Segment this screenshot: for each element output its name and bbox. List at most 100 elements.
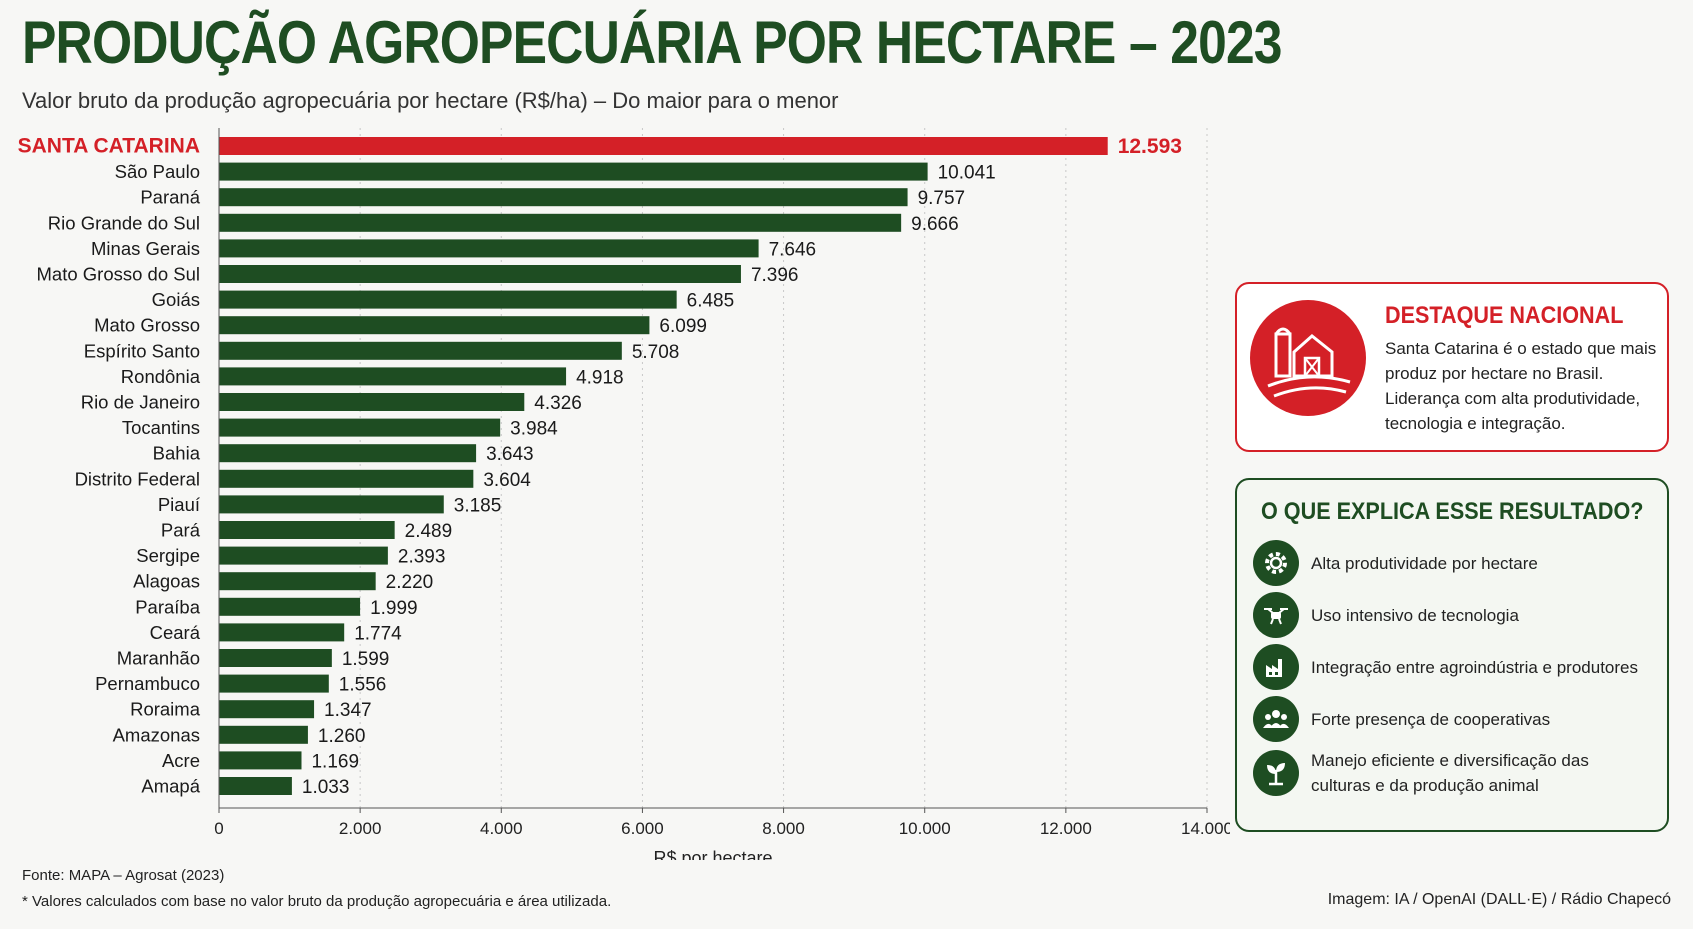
category-label: São Paulo	[115, 161, 200, 182]
bar-chart: SANTA CATARINA 12.593 São Paulo 10.041 Paran…	[18, 128, 1230, 860]
category-label: Acre	[162, 750, 200, 771]
x-tick-label: 4.000	[480, 819, 523, 838]
bar	[219, 367, 567, 386]
bar	[219, 649, 332, 667]
bar	[219, 213, 902, 232]
category-label: SANTA CATARINA	[18, 135, 200, 158]
plant-icon	[1253, 750, 1299, 796]
image-credit: Imagem: IA / OpenAI (DALL·E) / Rádio Cha…	[1327, 891, 1671, 908]
reason-text: Uso intensivo de tecnologia	[1311, 605, 1519, 625]
bar	[219, 725, 308, 744]
highlight-card: DESTAQUE NACIONAL Santa Catarina é o est…	[1235, 282, 1669, 452]
bar	[219, 316, 650, 335]
bar	[219, 751, 302, 770]
value-label: 1.347	[324, 700, 372, 721]
barn-icon	[1250, 300, 1366, 416]
drone-icon	[1253, 592, 1299, 638]
bar	[219, 469, 474, 488]
reason-item: Integração entre agroindústria e produto…	[1253, 644, 1651, 690]
x-axis-title: R$ por hectare	[653, 848, 772, 860]
x-axis: 0 2.000 4.000 6.000 8.000 10.000 12.000 14.000 R…	[214, 128, 1230, 860]
bar	[219, 290, 677, 309]
bar	[219, 572, 376, 591]
category-label: Pernambuco	[95, 673, 200, 694]
bar	[219, 188, 908, 207]
value-label: 4.918	[576, 367, 624, 388]
value-label: 1.260	[318, 726, 366, 747]
value-label: 2.489	[405, 521, 453, 542]
value-label: 6.485	[687, 291, 735, 312]
value-label: 7.646	[769, 239, 817, 260]
x-tick-label: 14.000	[1181, 819, 1230, 838]
value-label: 9.757	[918, 188, 966, 209]
chart-title: PRODUÇÃO AGROPECUÁRIA POR HECTARE – 2023	[22, 9, 1282, 76]
bar	[219, 521, 395, 539]
reasons-card: O QUE EXPLICA ESSE RESULTADO? Alta produ…	[1235, 478, 1669, 832]
reason-text: Alta produtividade por hectare	[1311, 553, 1538, 573]
value-label: 1.033	[302, 777, 350, 798]
x-tick-label: 0	[214, 819, 223, 838]
bar	[219, 393, 525, 411]
reason-item: Manejo eficiente e diversificação das cu…	[1253, 748, 1651, 798]
category-label: Minas Gerais	[91, 238, 200, 259]
value-label: 12.593	[1118, 135, 1182, 158]
reason-item: Uso intensivo de tecnologia	[1253, 592, 1651, 638]
gear-icon	[1253, 540, 1299, 586]
value-label: 3.604	[483, 470, 531, 491]
bar	[219, 162, 928, 181]
highlight-title: DESTAQUE NACIONAL	[1385, 302, 1624, 329]
x-tick-label: 12.000	[1040, 819, 1092, 838]
value-label: 2.393	[398, 547, 446, 568]
value-label: 6.099	[659, 316, 707, 337]
category-label: Tocantins	[122, 417, 200, 438]
category-label: Mato Grosso	[94, 315, 200, 336]
value-label: 1.774	[354, 623, 402, 644]
reason-text: Forte presença de cooperativas	[1311, 709, 1551, 729]
bar	[219, 700, 315, 719]
category-label: Bahia	[153, 443, 201, 464]
bar	[219, 623, 345, 642]
category-label: Piauí	[158, 494, 201, 515]
category-label: Espírito Santo	[84, 340, 200, 361]
value-label: 1.599	[342, 649, 390, 670]
bar	[219, 137, 1108, 155]
x-tick-label: 10.000	[899, 819, 951, 838]
category-label: Amazonas	[113, 724, 200, 745]
value-label: 3.643	[486, 444, 534, 465]
category-label: Goiás	[152, 289, 200, 310]
reasons-title: O QUE EXPLICA ESSE RESULTADO?	[1261, 498, 1644, 525]
bar	[219, 495, 444, 514]
bar	[219, 674, 329, 693]
bar	[219, 341, 622, 360]
footnote: * Valores calculados com base no valor b…	[22, 893, 612, 910]
value-label: 10.041	[938, 163, 996, 184]
bars: SANTA CATARINA 12.593 São Paulo 10.041 Paran…	[18, 135, 1182, 799]
bar	[219, 265, 741, 283]
x-tick-label: 6.000	[621, 819, 664, 838]
bar	[219, 597, 361, 616]
category-label: Paraíba	[135, 596, 201, 617]
factory-icon	[1253, 644, 1299, 690]
chart-subtitle: Valor bruto da produção agropecuária por…	[22, 88, 839, 113]
value-label: 1.999	[370, 598, 418, 619]
category-label: Pará	[161, 520, 201, 541]
value-label: 3.984	[510, 419, 558, 440]
highlight-text: Santa Catarina é o estado que mais produ…	[1385, 339, 1657, 433]
value-label: 1.169	[311, 751, 359, 772]
reason-text: Manejo eficiente e diversificação das cu…	[1311, 751, 1589, 795]
category-label: Ceará	[150, 622, 201, 643]
value-label: 4.326	[534, 393, 582, 414]
value-label: 3.185	[454, 495, 502, 516]
category-label: Distrito Federal	[75, 468, 200, 489]
category-label: Mato Grosso do Sul	[37, 264, 201, 285]
category-label: Maranhão	[117, 648, 200, 669]
value-label: 1.556	[339, 675, 387, 696]
value-label: 5.708	[632, 342, 680, 363]
x-tick-label: 2.000	[339, 819, 382, 838]
reason-item: Alta produtividade por hectare	[1253, 540, 1651, 586]
category-label: Rondônia	[121, 366, 201, 387]
category-label: Rio Grande do Sul	[48, 212, 200, 233]
people-icon	[1253, 696, 1299, 742]
category-label: Paraná	[140, 187, 200, 208]
value-label: 9.666	[911, 214, 959, 235]
